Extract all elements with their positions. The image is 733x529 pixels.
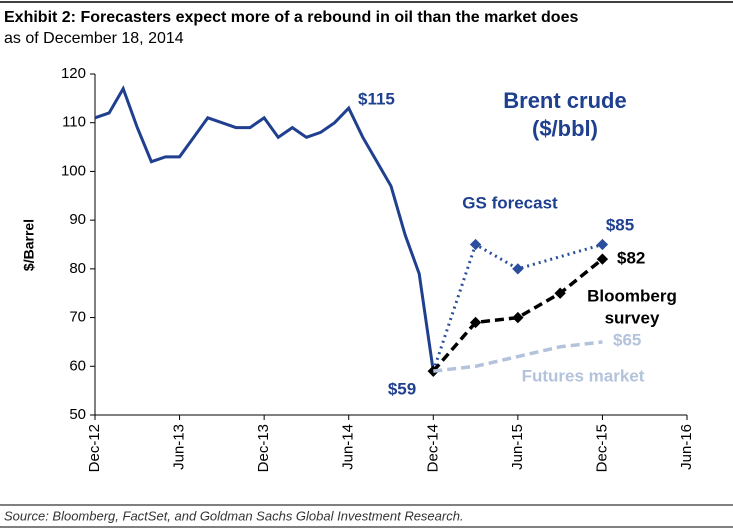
- y-tick-label: 60: [69, 357, 86, 374]
- y-tick-label: 70: [69, 309, 86, 326]
- y-tick-label: 90: [69, 211, 86, 228]
- annotation: Futures market: [522, 366, 645, 385]
- point-marker: [512, 311, 524, 324]
- series-line: [431, 257, 604, 373]
- y-tick-label: 80: [69, 260, 86, 277]
- point-marker: [469, 316, 482, 329]
- x-tick-label: Dec-15: [593, 424, 610, 472]
- series-line: [433, 340, 603, 373]
- series-line: [431, 242, 603, 372]
- annotation: ($/bbl): [532, 116, 598, 141]
- x-tick-label: Dec-13: [255, 424, 272, 472]
- annotation: Bloomberg: [587, 286, 677, 305]
- x-tick-label: Jun-13: [171, 424, 188, 470]
- annotation: $115: [358, 89, 395, 108]
- annotation: Brent crude: [503, 88, 626, 113]
- chart-title: Exhibit 2: Forecasters expect more of a …: [4, 9, 578, 26]
- annotation: survey: [605, 308, 660, 327]
- x-tick-label: Jun-14: [340, 424, 357, 470]
- annotation: GS forecast: [462, 193, 558, 212]
- point-marker: [596, 253, 609, 265]
- x-tick-label: Jun-15: [509, 424, 526, 470]
- y-tick-label: 50: [69, 406, 86, 423]
- x-tick-label: Dec-12: [86, 424, 103, 472]
- series-line: [94, 85, 435, 372]
- annotation: $85: [606, 215, 634, 234]
- annotation: $65: [613, 330, 641, 349]
- annotation: $82: [617, 248, 645, 267]
- chart-subtitle: as of December 18, 2014: [4, 30, 184, 47]
- point-marker: [596, 238, 609, 251]
- y-tick-label: 120: [61, 65, 86, 82]
- x-tick-label: Jun-16: [678, 424, 695, 470]
- source-note: Source: Bloomberg, FactSet, and Goldman …: [4, 508, 464, 523]
- point-marker: [512, 263, 524, 275]
- x-tick-label: Dec-14: [424, 424, 441, 472]
- point-marker: [554, 287, 566, 299]
- point-marker: [469, 238, 482, 251]
- annotation: $59: [388, 379, 416, 398]
- y-axis-label: $/Barrel: [21, 219, 37, 271]
- y-tick-label: 100: [61, 162, 86, 179]
- y-tick-label: 110: [62, 114, 86, 131]
